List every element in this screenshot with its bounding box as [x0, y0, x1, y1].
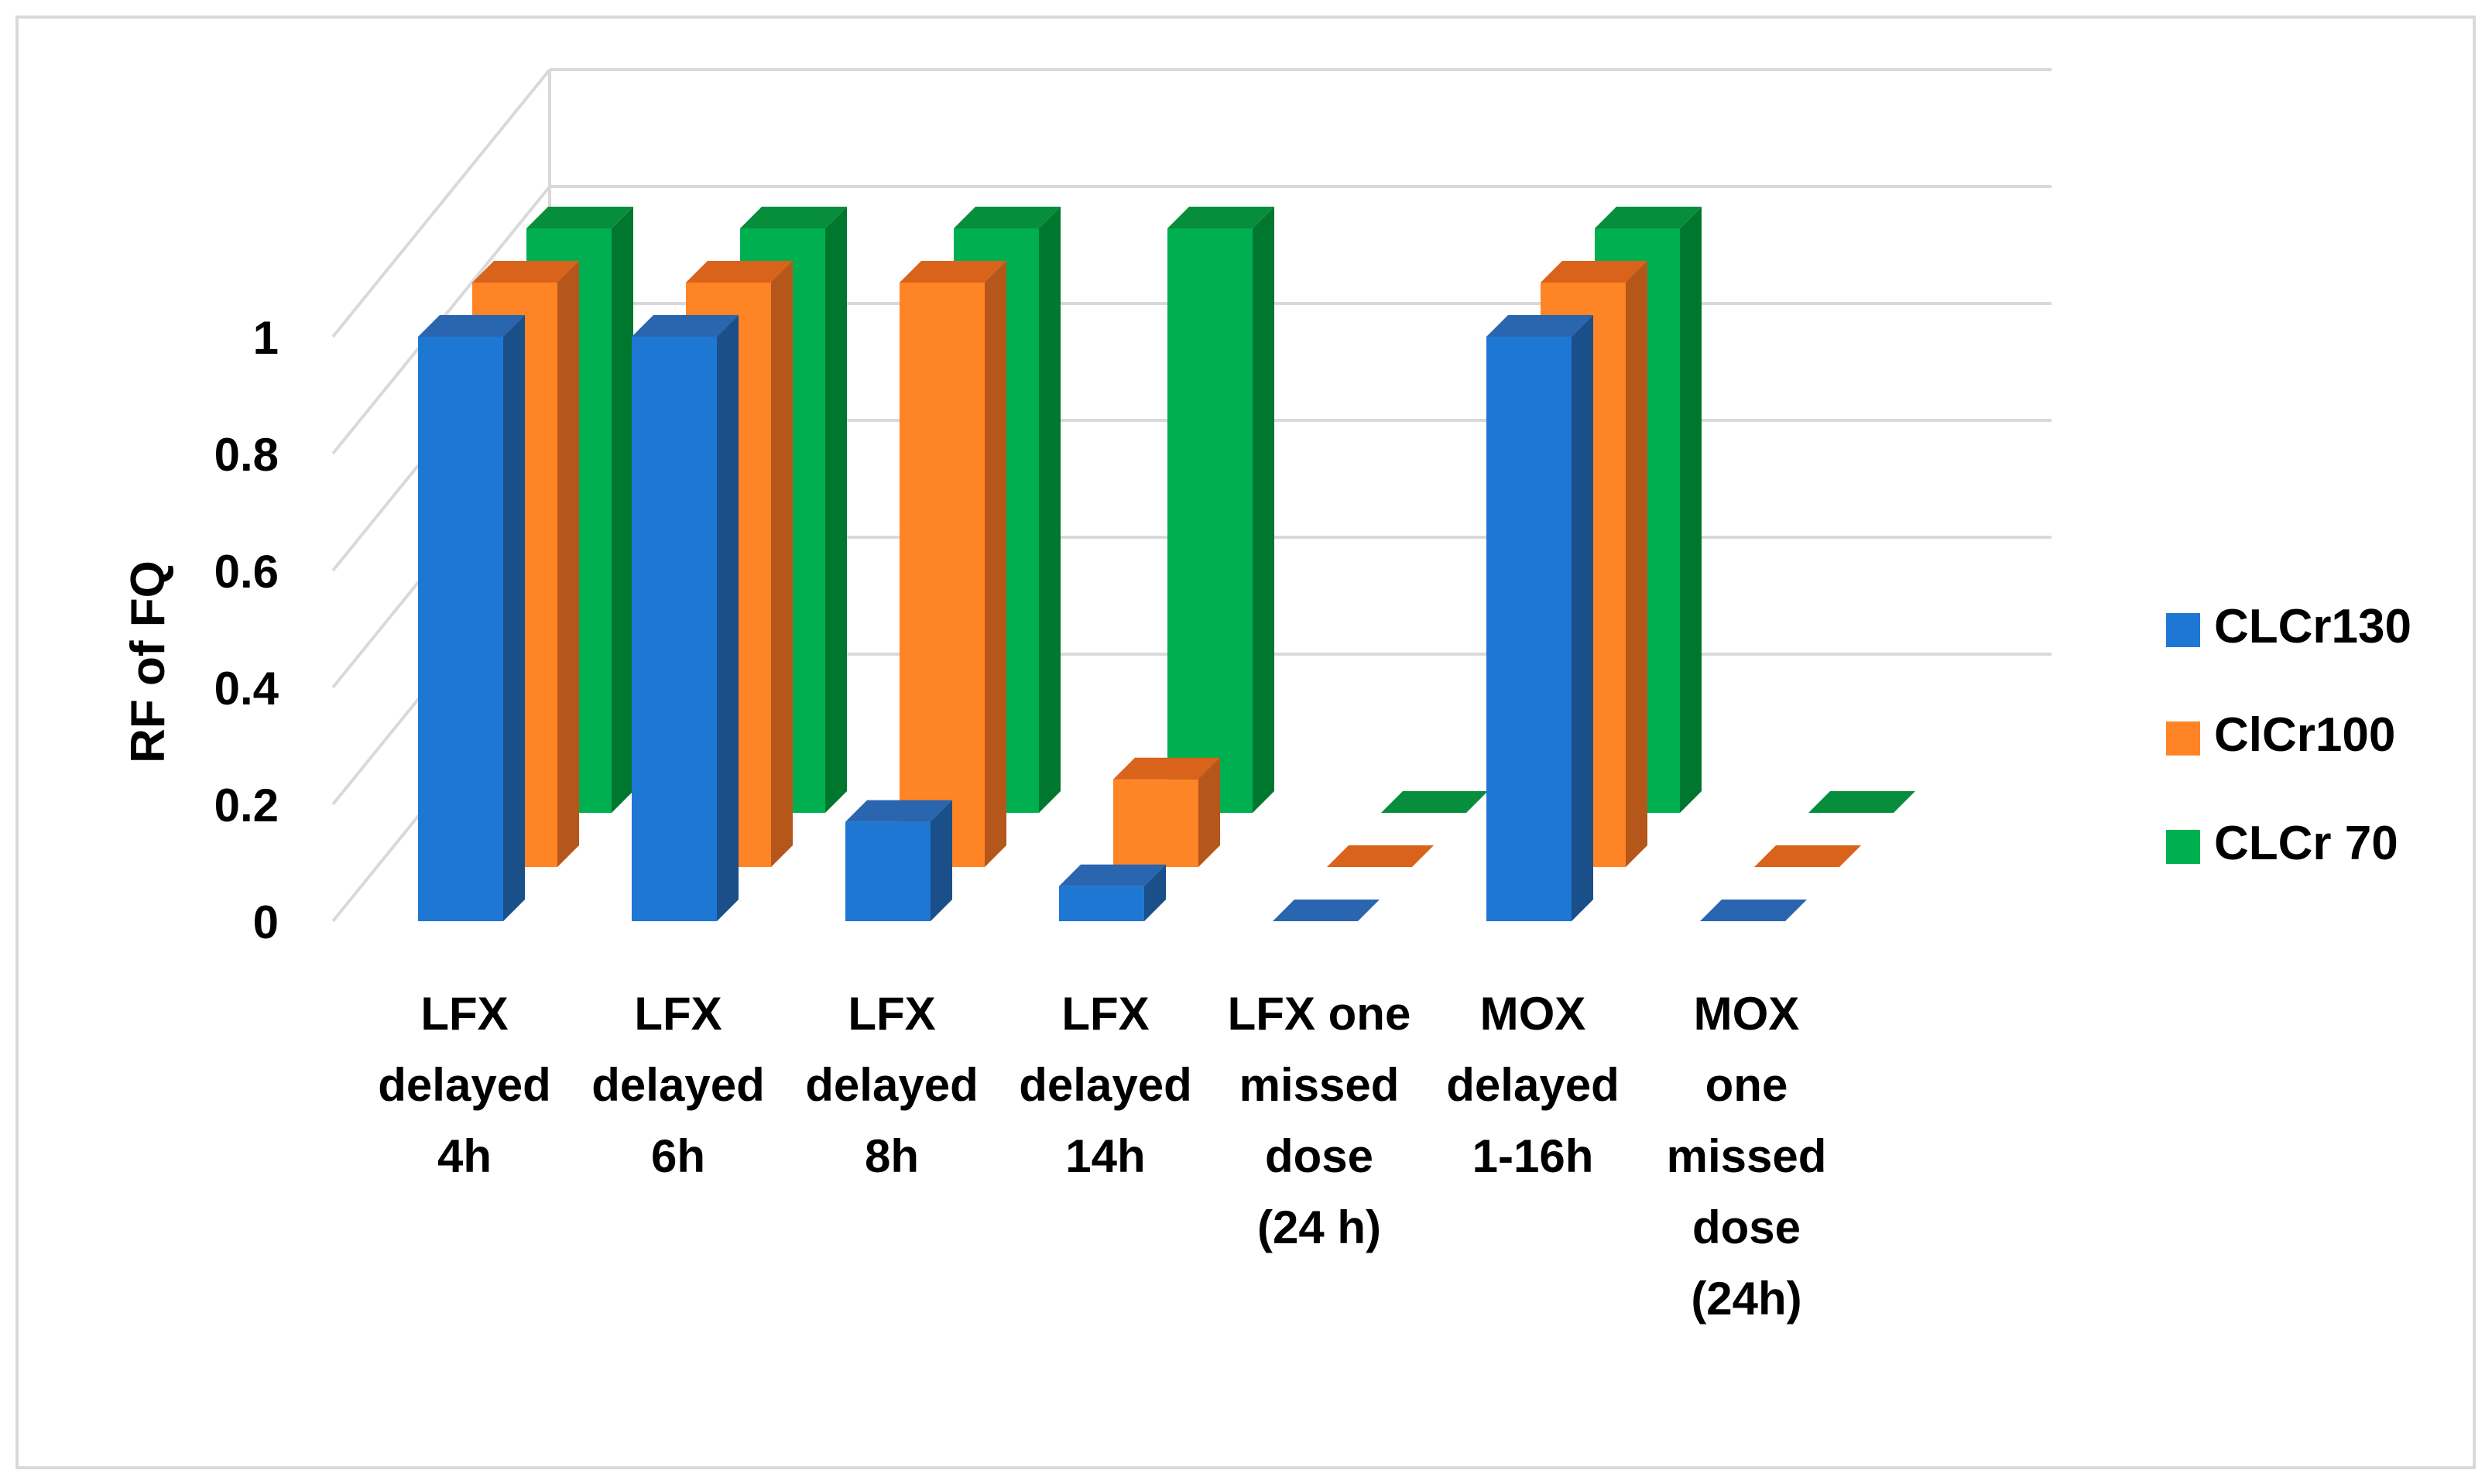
bar: [1486, 315, 1593, 921]
y-axis-label: RF of FQ: [122, 560, 175, 763]
bar-front: [845, 821, 931, 921]
bar-top: [1113, 757, 1220, 780]
bar-side: [1626, 261, 1647, 867]
x-tick-label: LFX delayed 8h: [805, 988, 978, 1182]
bar-side: [771, 261, 793, 867]
bar-top: [472, 261, 579, 283]
bar-top: [1595, 207, 1702, 228]
bar: [900, 261, 1006, 867]
legend-label: CLCr130: [2214, 600, 2411, 653]
bar-side: [557, 261, 579, 867]
bar-side: [1198, 757, 1220, 867]
bar-front: [1113, 779, 1198, 867]
y-tick-label: 0.8: [214, 429, 279, 481]
legend-swatch: [2166, 721, 2200, 756]
y-tick-label: 0.4: [214, 663, 279, 715]
bar-top: [1327, 845, 1434, 867]
bars: [418, 207, 1915, 921]
bar: [1059, 864, 1166, 921]
bar-side: [825, 207, 847, 813]
bar: [1754, 845, 1861, 867]
bar-top: [1486, 315, 1593, 337]
bar-side: [1039, 207, 1061, 813]
bar-top: [1273, 900, 1380, 921]
bar-top: [1381, 791, 1488, 813]
x-tick-label: LFX delayed 6h: [591, 988, 764, 1182]
bar-front: [1059, 886, 1144, 921]
bar-top: [1059, 864, 1166, 886]
bar: [632, 315, 739, 921]
y-tick-label: 0.2: [214, 780, 279, 831]
bar-front: [1486, 337, 1572, 921]
x-tick-label: MOX delayed 1-16h: [1446, 988, 1619, 1182]
x-tick-label: LFX one missed dose (24 h): [1228, 988, 1411, 1253]
bar: [1113, 757, 1220, 867]
bar-top: [1808, 791, 1915, 813]
legend-label: CLCr 70: [2214, 817, 2398, 870]
bar-top: [1700, 900, 1807, 921]
bar: [1381, 791, 1488, 813]
bar-side: [1572, 315, 1593, 921]
legend-swatch: [2166, 830, 2200, 864]
bar-top: [900, 261, 1006, 283]
x-tick-label: LFX delayed 14h: [1019, 988, 1191, 1182]
bar-top: [954, 207, 1061, 228]
gridline-diagonal: [331, 68, 551, 338]
bar-top: [1167, 207, 1274, 228]
bar: [1327, 845, 1434, 867]
y-tick-label: 0.6: [214, 546, 279, 598]
bar-side: [503, 315, 525, 921]
bar-top: [526, 207, 633, 228]
bar-top: [632, 315, 739, 337]
bar-top: [1754, 845, 1861, 867]
bar-side: [931, 800, 952, 921]
bar: [1808, 791, 1915, 813]
bar-front: [418, 337, 503, 921]
bar-side: [612, 207, 633, 813]
legend-swatch: [2166, 613, 2200, 647]
bar-side: [985, 261, 1006, 867]
bar: [1273, 900, 1380, 921]
legend-label: ClCr100: [2214, 708, 2395, 762]
bar: [418, 315, 525, 921]
bar-side: [1144, 864, 1166, 921]
bar: [1700, 900, 1807, 921]
bar-top: [686, 261, 793, 283]
bar-side: [1253, 207, 1274, 813]
bar-front: [1167, 228, 1253, 813]
bar-front: [632, 337, 717, 921]
bar: [1167, 207, 1274, 813]
bar: [845, 800, 952, 921]
bar-top: [740, 207, 847, 228]
y-tick-label: 1: [253, 312, 279, 364]
bar-top: [1541, 261, 1647, 283]
bar-side: [1680, 207, 1702, 813]
legend: CLCr130 ClCr100 CLCr 70: [2166, 600, 2411, 870]
x-tick-label: MOX one missed dose (24h): [1667, 988, 1827, 1325]
bar-top: [418, 315, 525, 337]
bar-top: [845, 800, 952, 822]
y-tick-labels: 0 0.2 0.4 0.6 0.8 1: [214, 312, 279, 948]
y-tick-label: 0: [253, 896, 279, 948]
bar-side: [717, 315, 739, 921]
x-tick-label: LFX delayed 4h: [378, 988, 550, 1182]
bar-front: [900, 283, 985, 867]
